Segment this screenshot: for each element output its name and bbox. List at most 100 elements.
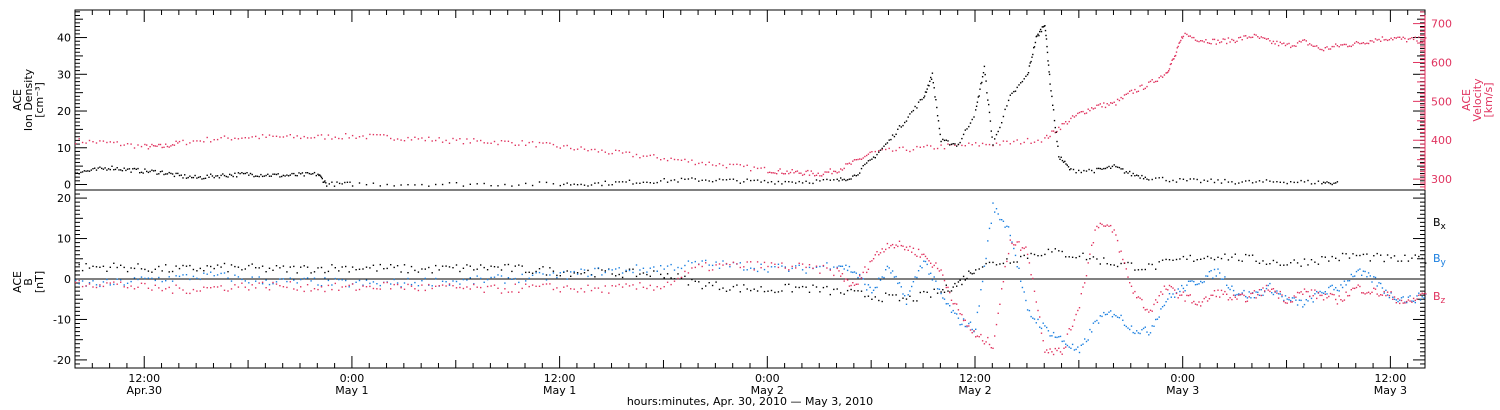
bx-point xyxy=(784,283,786,286)
bx-point xyxy=(871,298,873,300)
by-point xyxy=(931,279,934,281)
bz-point xyxy=(995,323,998,326)
by-point xyxy=(504,282,506,284)
density-point xyxy=(725,179,728,181)
density-point xyxy=(977,96,979,98)
velocity-point xyxy=(303,135,305,138)
velocity-point xyxy=(1040,141,1043,143)
velocity-point xyxy=(528,141,530,144)
density-point xyxy=(1182,178,1185,180)
by-point xyxy=(680,267,683,270)
velocity-point xyxy=(1231,38,1233,41)
bz-point xyxy=(1293,295,1295,297)
density-point xyxy=(774,183,776,185)
density-point xyxy=(975,109,977,111)
bz-point xyxy=(1312,295,1314,297)
velocity-point xyxy=(251,136,253,138)
density-point xyxy=(897,128,899,130)
velocity-point xyxy=(1407,38,1410,40)
density-point xyxy=(1129,170,1131,173)
by-point xyxy=(905,303,908,305)
bz-point xyxy=(248,289,250,291)
bz-point xyxy=(701,265,703,268)
bx-point xyxy=(708,282,710,284)
velocity-point xyxy=(320,134,323,136)
by-point xyxy=(1267,284,1269,287)
velocity-point xyxy=(1357,41,1359,44)
velocity-point xyxy=(763,166,766,169)
bz-point xyxy=(241,282,243,284)
density-point xyxy=(178,174,181,177)
bz-point xyxy=(1215,295,1217,298)
by-point xyxy=(997,213,999,215)
density-point xyxy=(798,180,800,183)
bx-point xyxy=(1023,254,1025,257)
velocity-point xyxy=(1096,104,1098,106)
density-point xyxy=(531,184,534,187)
bx-point xyxy=(971,273,973,275)
density-point xyxy=(563,183,565,186)
density-point xyxy=(1155,177,1157,179)
velocity-point xyxy=(1161,76,1164,78)
bz-point xyxy=(230,288,233,290)
bz-point xyxy=(1168,284,1171,287)
bz-point xyxy=(227,290,229,292)
bz-point xyxy=(1224,290,1226,293)
by-point xyxy=(995,208,998,210)
velocity-point xyxy=(1419,41,1422,44)
density-point xyxy=(222,173,224,175)
density-point xyxy=(107,168,110,170)
density-point xyxy=(1004,108,1006,111)
by-point xyxy=(1307,300,1309,302)
velocity-point xyxy=(1213,38,1216,41)
velocity-point xyxy=(166,145,169,148)
bz-point xyxy=(120,281,122,283)
density-point xyxy=(947,140,949,142)
velocity-point xyxy=(656,157,658,159)
bz-point xyxy=(1172,287,1174,289)
density-point xyxy=(653,182,655,184)
by-point xyxy=(701,260,703,262)
velocity-point xyxy=(1284,44,1287,47)
density-point xyxy=(372,182,375,184)
velocity-point xyxy=(580,146,582,148)
velocity-point xyxy=(1271,42,1273,45)
by-point xyxy=(1116,316,1119,318)
density-point xyxy=(1238,182,1240,184)
bx-point xyxy=(1400,260,1403,262)
by-point xyxy=(75,279,77,281)
by-point xyxy=(300,278,302,281)
density-point xyxy=(746,178,748,180)
velocity-point xyxy=(1305,40,1307,42)
by-point xyxy=(791,267,793,270)
bz-point xyxy=(1051,351,1053,353)
bx-point xyxy=(635,275,638,278)
density-point xyxy=(1060,156,1062,158)
bz-point xyxy=(525,283,527,285)
density-point xyxy=(97,167,99,169)
bz-point xyxy=(753,269,755,271)
bz-point xyxy=(971,332,973,334)
density-point xyxy=(1051,95,1053,98)
by-point xyxy=(628,269,631,272)
by-point xyxy=(808,266,811,269)
bz-point xyxy=(976,335,979,337)
bz-point xyxy=(988,343,991,346)
density-point xyxy=(232,175,234,178)
velocity-point xyxy=(625,151,627,153)
bz-point xyxy=(959,313,961,315)
by-point xyxy=(947,303,949,305)
by-point xyxy=(379,284,381,287)
bx-point xyxy=(424,268,426,270)
by-point xyxy=(241,278,243,281)
density-point xyxy=(1048,71,1050,73)
bz-point xyxy=(147,287,150,289)
density-point xyxy=(594,182,596,184)
bz-point xyxy=(1286,302,1288,304)
bx-point xyxy=(701,287,703,290)
bz-point xyxy=(1288,296,1290,299)
by-point xyxy=(746,269,748,271)
velocity-point xyxy=(930,145,932,147)
density-point xyxy=(656,181,658,184)
velocity-point xyxy=(213,139,215,141)
